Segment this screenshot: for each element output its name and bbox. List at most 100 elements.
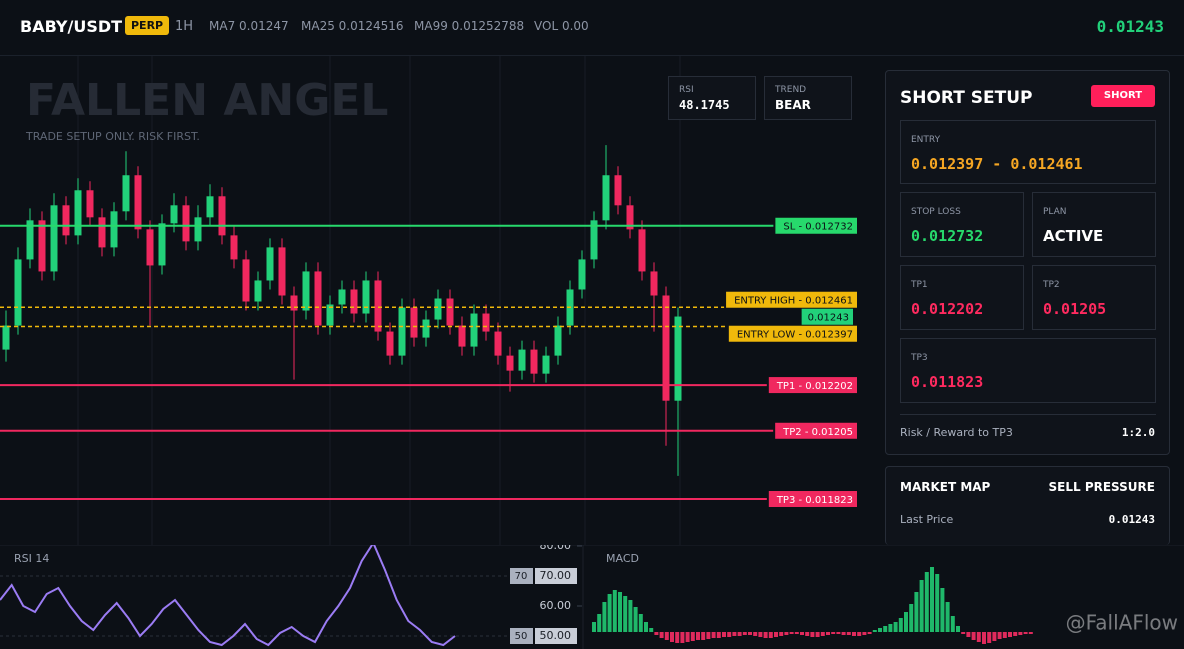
macd-bar [924, 572, 929, 632]
short-button[interactable]: SHORT [1091, 85, 1155, 107]
macd-bar [592, 622, 596, 632]
candle-body [434, 298, 442, 320]
rsi-title: RSI 14 [14, 552, 49, 565]
macd-bar [753, 632, 758, 636]
card-label: TP3 [911, 353, 928, 363]
macd-bar [623, 596, 628, 632]
macd-bar [987, 632, 992, 643]
macd-bar [789, 632, 794, 634]
macd-bar [628, 600, 633, 632]
candle-body [650, 271, 658, 296]
level-tag [726, 291, 857, 308]
card-label: PLAN [1043, 207, 1067, 217]
macd-bar [779, 632, 784, 636]
macd-bar [826, 632, 830, 635]
card-value: ACTIVE [1043, 227, 1104, 245]
candle-body [338, 289, 346, 305]
candle-body [14, 259, 22, 326]
current-price-label: 0.01243 [808, 313, 849, 324]
card-label: TP1 [911, 280, 928, 290]
macd-bar [831, 632, 836, 634]
candle-body [206, 196, 214, 218]
macd-title: MACD [606, 552, 639, 565]
candle-body [26, 220, 34, 260]
level-tag [768, 491, 857, 508]
candle-body [578, 259, 586, 290]
candle-body [554, 325, 562, 356]
macd-bar [633, 607, 638, 632]
ma7: MA7 0.01247 [209, 19, 289, 33]
level-box [510, 568, 533, 584]
entry-card: ENTRY 0.012397 - 0.012461 [900, 120, 1156, 184]
macd-bar [748, 632, 752, 635]
candle-body [50, 205, 58, 272]
macd-bar [727, 632, 732, 637]
macd-bar [602, 602, 607, 632]
macd-bar [862, 632, 867, 635]
last-label: Last Price [900, 513, 954, 526]
candle-body [638, 229, 646, 272]
macd-bar [794, 632, 799, 634]
y-tick-label: 50.00 [540, 629, 572, 642]
candle-body [158, 223, 166, 266]
macd-bar [1028, 632, 1033, 634]
candle-body [194, 217, 202, 242]
macd-bar [664, 632, 669, 640]
ma99: MA99 0.01252788 [414, 19, 525, 33]
macd-bar [940, 588, 945, 632]
tick-box [535, 628, 577, 644]
macd-bar [774, 632, 778, 637]
rr-label: Risk / Reward to TP3 [900, 426, 1013, 439]
level-label: ENTRY LOW - 0.012397 [737, 330, 853, 341]
macd-bar [961, 632, 966, 634]
candle-body [350, 289, 358, 314]
candle-body [590, 220, 598, 260]
candle-body [242, 259, 250, 302]
candle-body [506, 355, 514, 371]
info-label: RSI [679, 85, 694, 95]
card-label: ENTRY [911, 135, 941, 145]
candle-body [374, 280, 382, 332]
candle-body [62, 205, 70, 236]
macd-bar [649, 628, 654, 632]
map-title: MARKET MAP [900, 480, 991, 494]
candle-body [230, 235, 238, 260]
candle-body [518, 349, 526, 371]
macd-bar [685, 632, 690, 642]
macd-bar [1002, 632, 1007, 638]
candle-body [446, 298, 454, 326]
candle-body [470, 313, 478, 347]
macd-bar [883, 626, 888, 632]
plan-card: PLAN ACTIVE [1032, 192, 1156, 257]
candle-body [278, 247, 286, 296]
macd-bar [956, 626, 960, 632]
candle-body [86, 190, 94, 218]
macd-bar [1023, 632, 1028, 634]
macd-bar [893, 622, 898, 632]
macd-bar [758, 632, 763, 637]
macd-bar [841, 632, 846, 635]
level-tag [775, 217, 857, 234]
card-value: 0.012732 [911, 227, 984, 245]
symbol: BABY/USDT [20, 17, 123, 36]
macd-bar [919, 580, 924, 632]
macd-bar [930, 567, 934, 632]
candle-body [674, 316, 682, 401]
candle-body [410, 307, 418, 338]
current-price-tag [801, 308, 853, 325]
y-tick-label: 70.00 [540, 569, 572, 582]
divider [900, 414, 1156, 415]
macd-bar [716, 632, 721, 638]
tick-box [535, 568, 577, 584]
candle-body [662, 295, 670, 401]
rr-value: 1:2.0 [1121, 426, 1155, 439]
volume: VOL 0.00 [534, 19, 589, 33]
candle-body [290, 295, 298, 311]
macd-bar [607, 594, 612, 632]
macd-bar [820, 632, 825, 636]
interval[interactable]: 1H [175, 19, 194, 34]
setup-panel: SHORT SETUP SHORT ENTRY 0.012397 - 0.012… [885, 70, 1170, 455]
candle-body [182, 205, 190, 242]
macd-bar [992, 632, 997, 641]
